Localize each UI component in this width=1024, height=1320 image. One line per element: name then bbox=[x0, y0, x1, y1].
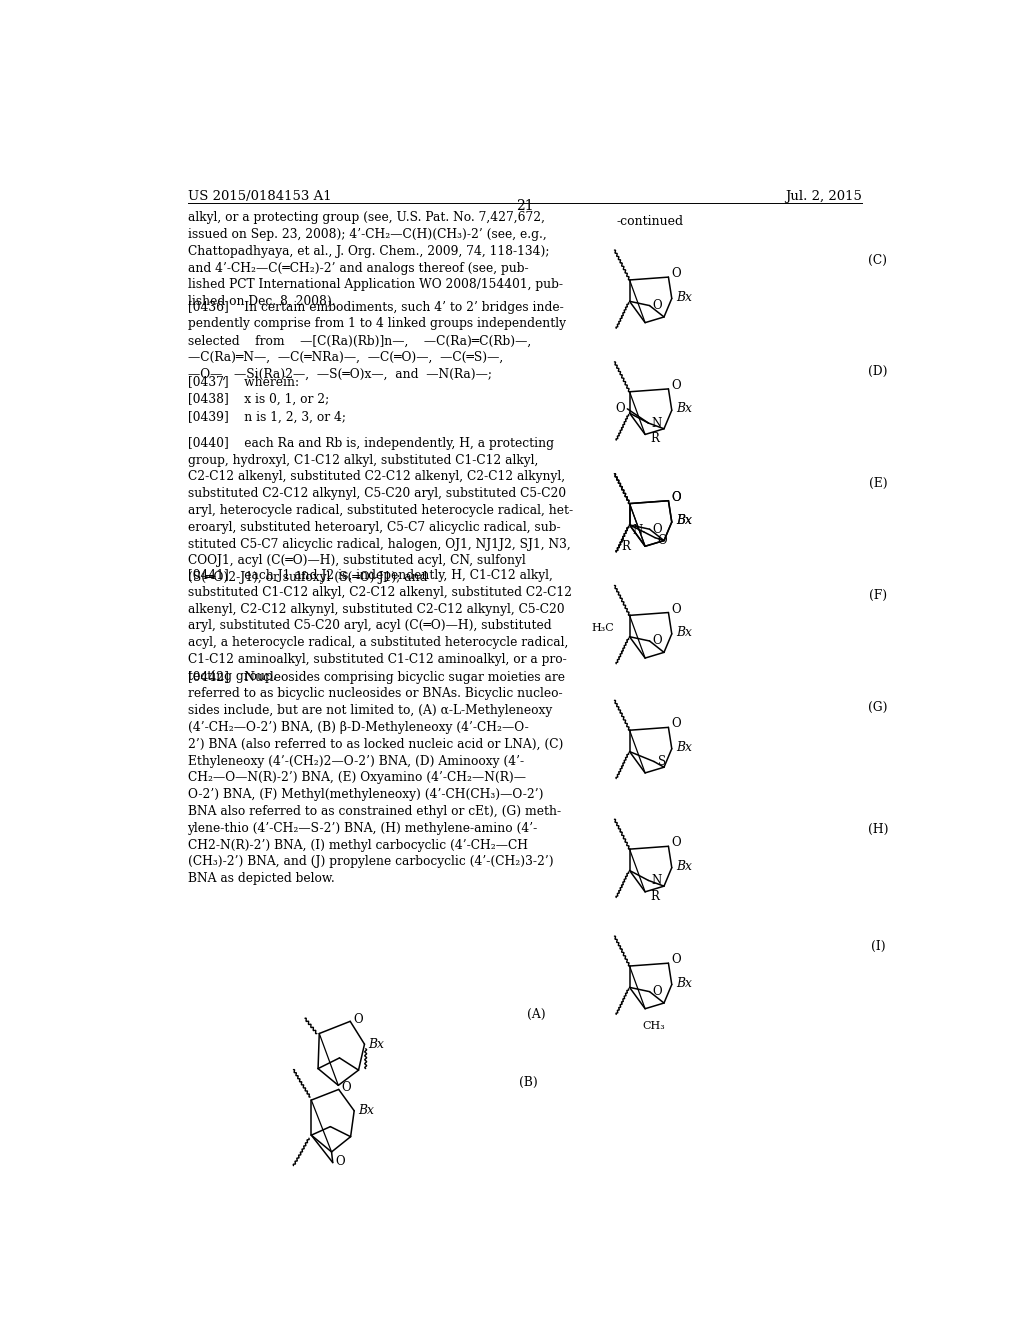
Text: CH₃: CH₃ bbox=[643, 1020, 666, 1031]
Text: (F): (F) bbox=[869, 589, 887, 602]
Text: (G): (G) bbox=[868, 701, 888, 714]
Text: Bx: Bx bbox=[676, 515, 692, 527]
Text: O: O bbox=[341, 1081, 350, 1094]
Text: O: O bbox=[672, 491, 681, 504]
Text: (E): (E) bbox=[868, 477, 887, 490]
Text: [0441]    each J1 and J2 is, independently, H, C1-C12 alkyl,
substituted C1-C12 : [0441] each J1 and J2 is, independently,… bbox=[187, 569, 571, 682]
Text: (B): (B) bbox=[519, 1076, 539, 1089]
Text: O: O bbox=[672, 953, 681, 966]
Text: Bx: Bx bbox=[676, 515, 692, 527]
Text: O: O bbox=[652, 985, 663, 998]
Text: (I): (I) bbox=[870, 940, 886, 953]
Text: Bx: Bx bbox=[676, 859, 692, 873]
Text: (C): (C) bbox=[868, 253, 888, 267]
Text: US 2015/0184153 A1: US 2015/0184153 A1 bbox=[187, 190, 331, 203]
Text: O: O bbox=[672, 491, 681, 504]
Text: alkyl, or a protecting group (see, U.S. Pat. No. 7,427,672,
issued on Sep. 23, 2: alkyl, or a protecting group (see, U.S. … bbox=[187, 211, 562, 309]
Text: [0442]    Nucleosides comprising bicyclic sugar moieties are
referred to as bicy: [0442] Nucleosides comprising bicyclic s… bbox=[187, 671, 564, 886]
Text: O: O bbox=[672, 267, 681, 280]
Text: H₃C: H₃C bbox=[591, 623, 614, 634]
Text: R: R bbox=[650, 432, 659, 445]
Text: Jul. 2, 2015: Jul. 2, 2015 bbox=[785, 190, 862, 203]
Text: N: N bbox=[651, 874, 662, 887]
Text: Bx: Bx bbox=[369, 1038, 384, 1051]
Text: [0436]    In certain embodiments, such 4’ to 2’ bridges inde-
pendently comprise: [0436] In certain embodiments, such 4’ t… bbox=[187, 301, 565, 381]
Text: 21: 21 bbox=[516, 199, 534, 213]
Text: (H): (H) bbox=[867, 822, 888, 836]
Text: O: O bbox=[657, 535, 667, 546]
Text: Bx: Bx bbox=[676, 403, 692, 416]
Text: [0438]    x is 0, 1, or 2;: [0438] x is 0, 1, or 2; bbox=[187, 393, 329, 407]
Text: Bx: Bx bbox=[676, 626, 692, 639]
Text: N: N bbox=[632, 524, 642, 537]
Text: O: O bbox=[672, 837, 681, 849]
Text: R: R bbox=[622, 540, 631, 553]
Text: N: N bbox=[651, 417, 662, 429]
Text: -continued: -continued bbox=[616, 215, 683, 228]
Text: O: O bbox=[652, 635, 663, 648]
Text: O: O bbox=[672, 379, 681, 392]
Text: Bx: Bx bbox=[676, 290, 692, 304]
Text: Bx: Bx bbox=[676, 977, 692, 990]
Text: O: O bbox=[353, 1014, 364, 1026]
Text: [0437]    wherein:: [0437] wherein: bbox=[187, 375, 299, 388]
Text: O: O bbox=[652, 523, 663, 536]
Text: (A): (A) bbox=[527, 1007, 546, 1020]
Text: O: O bbox=[652, 300, 663, 312]
Text: O: O bbox=[672, 603, 681, 615]
Text: [0440]    each Ra and Rb is, independently, H, a protecting
group, hydroxyl, C1-: [0440] each Ra and Rb is, independently,… bbox=[187, 437, 572, 585]
Text: S: S bbox=[657, 755, 666, 768]
Text: (D): (D) bbox=[868, 366, 888, 379]
Text: Bx: Bx bbox=[358, 1105, 374, 1117]
Text: [0439]    n is 1, 2, 3, or 4;: [0439] n is 1, 2, 3, or 4; bbox=[187, 411, 345, 424]
Text: O: O bbox=[672, 718, 681, 730]
Text: O: O bbox=[615, 403, 626, 416]
Text: R: R bbox=[650, 890, 659, 903]
Text: Bx: Bx bbox=[676, 741, 692, 754]
Text: O: O bbox=[335, 1155, 345, 1168]
